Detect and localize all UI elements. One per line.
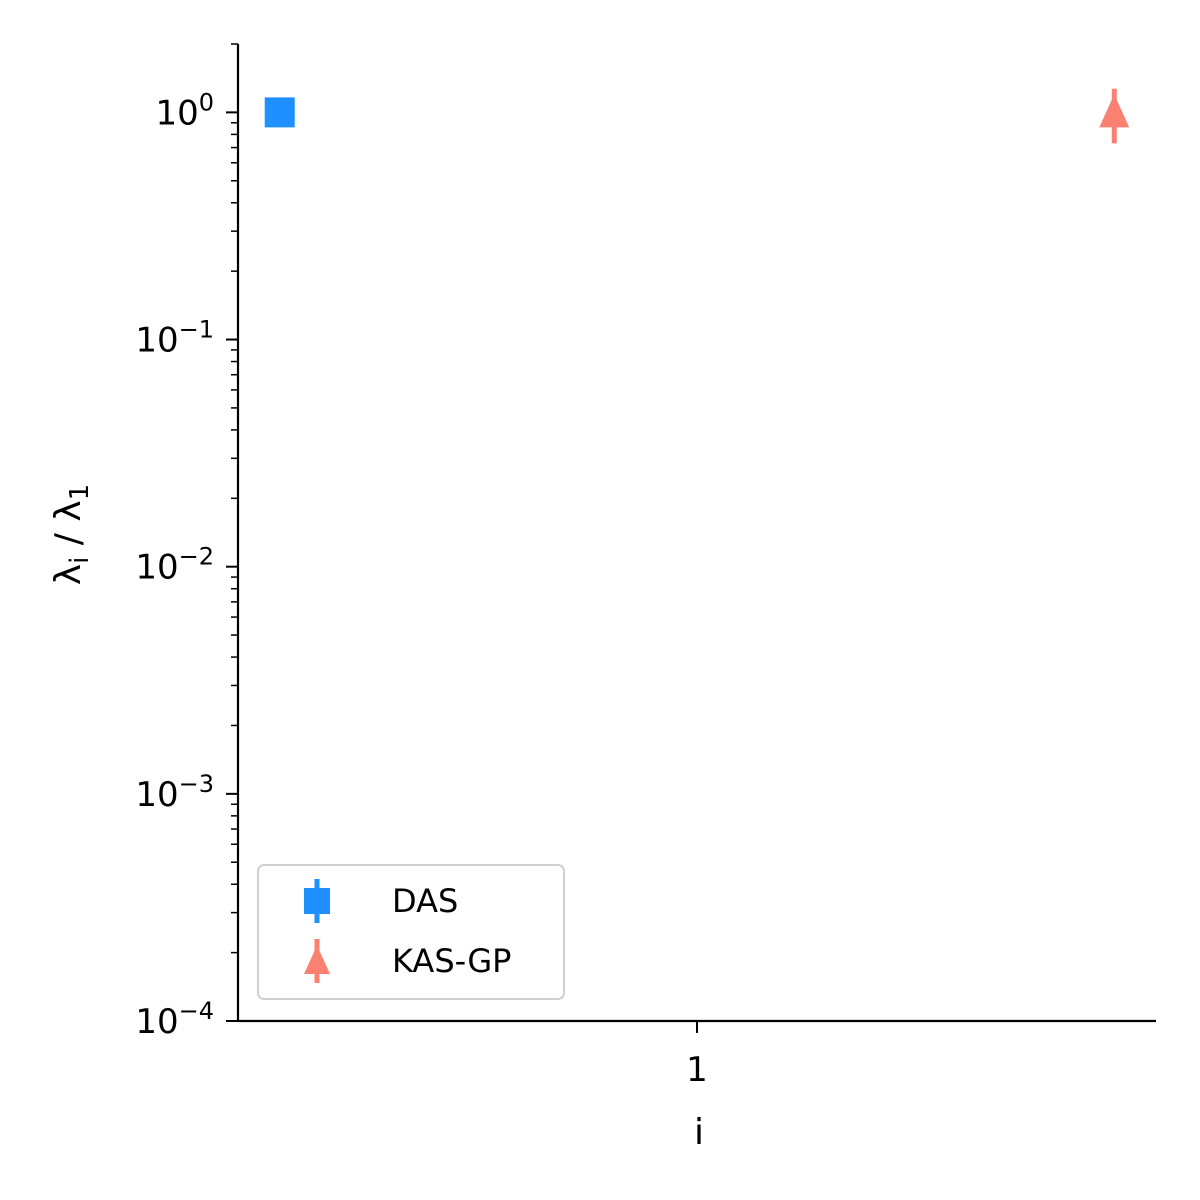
kas-gp-marker xyxy=(1099,94,1130,128)
legend-entry-kas-gp: KAS-GP xyxy=(304,939,511,983)
y-tick-label: 10−4 xyxy=(135,997,214,1042)
y-tick-label: 10−3 xyxy=(135,770,214,815)
data-marks xyxy=(264,88,1130,144)
das-point xyxy=(264,97,295,128)
x-tick-label: 1 xyxy=(686,1050,708,1090)
x-axis-label: i xyxy=(694,1112,704,1153)
axes: 100 10−1 10−2 10−3 10−4 1 i λi / λ1 xyxy=(48,43,1156,1153)
legend: DAS KAS-GP xyxy=(257,864,565,1000)
legend-frame xyxy=(257,864,565,1000)
y-tick-label: 100 xyxy=(155,88,214,133)
das-marker xyxy=(304,888,330,914)
legend-label-kas-gp: KAS-GP xyxy=(392,942,511,980)
legend-entry-das: DAS xyxy=(304,879,458,923)
legend-label-das: DAS xyxy=(392,882,458,920)
y-tick-label: 10−2 xyxy=(135,543,214,588)
kas-gp-point xyxy=(1099,88,1130,144)
y-tick-label: 10−1 xyxy=(135,316,214,361)
kas-gp-marker xyxy=(304,945,330,974)
das-marker xyxy=(264,97,295,128)
y-axis-label: λi / λ1 xyxy=(48,484,95,585)
